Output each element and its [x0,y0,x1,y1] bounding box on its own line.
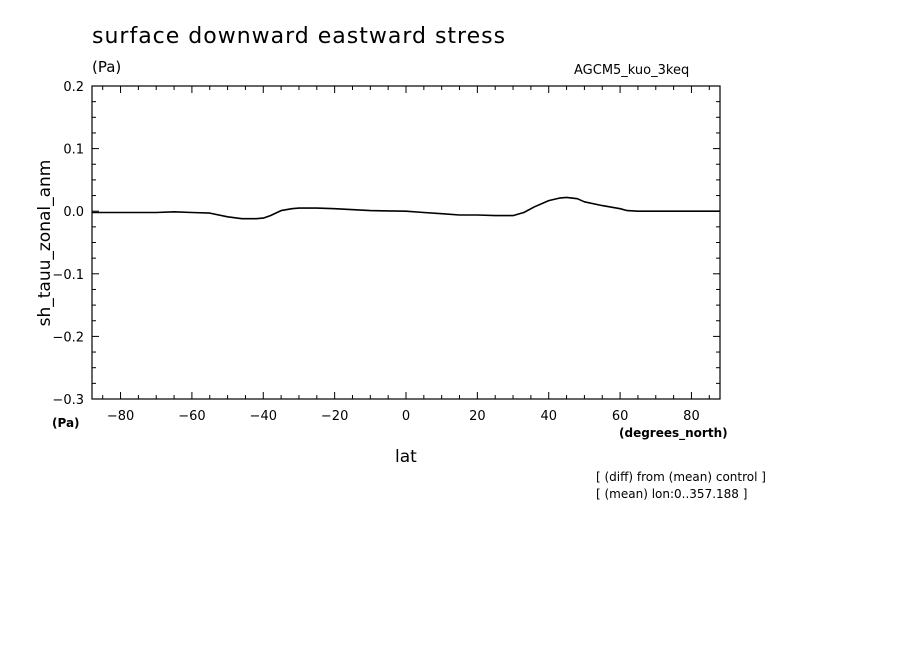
chart-title: surface downward eastward stress [92,24,507,49]
axis-ticks [92,85,720,400]
x-tick-label: −40 [250,409,277,424]
y-tick-label: 0.1 [63,143,84,158]
x-tick-label: 80 [683,409,700,424]
x-tick-label: −60 [178,409,205,424]
plot-frame [91,85,721,400]
x-tick-label: −20 [321,409,348,424]
diff-note: [ (diff) from (mean) control ] [596,470,766,484]
x-tick-label: 0 [402,409,410,424]
x-tick-label: 60 [612,409,629,424]
x-axis-label: lat [395,447,417,467]
y-axis-unit: (Pa) [52,416,80,430]
mean-note: [ (mean) lon:0..357.188 ] [596,487,748,501]
x-axis-unit: (degrees_north) [619,426,728,440]
x-tick-label: 20 [469,409,486,424]
series-lines [92,196,720,220]
y-tick-label: 0.2 [63,80,84,95]
y-tick-labels: 0.2 0.1 0.0 −0.1 −0.2 −0.3 [52,80,84,408]
x-tick-label: 40 [540,409,557,424]
x-tick-label: −80 [107,409,134,424]
y-tick-label: −0.2 [52,330,84,345]
x-tick-labels: −80 −60 −40 −20 0 20 40 60 80 [107,409,700,424]
y-tick-label: 0.0 [63,205,84,220]
y-axis-label: sh_tauu_zonal_anm [35,159,55,327]
title-units: (Pa) [92,58,122,76]
y-tick-label: −0.1 [52,268,84,283]
experiment-label: AGCM5_kuo_3keq [574,63,690,78]
series-line-0 [92,196,720,220]
y-tick-label: −0.3 [52,393,84,408]
